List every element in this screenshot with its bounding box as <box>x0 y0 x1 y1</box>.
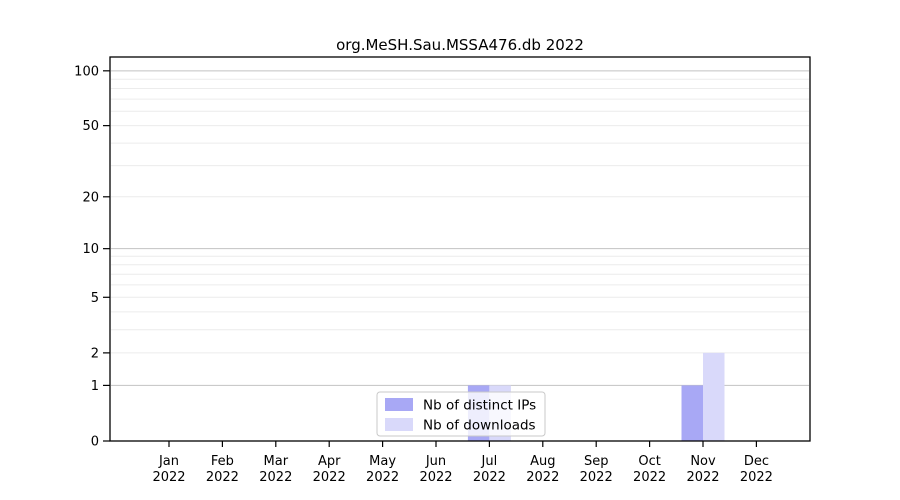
legend-swatch-nb-of-distinct-ips <box>385 398 413 411</box>
y-tick-label: 100 <box>74 64 99 79</box>
x-tick-label-month: May <box>369 454 396 469</box>
x-tick-label-month: Oct <box>638 454 660 469</box>
x-tick-label-month: Jul <box>481 454 498 469</box>
x-tick-label-month: Apr <box>318 454 341 469</box>
chart-title: org.MeSH.Sau.MSSA476.db 2022 <box>336 36 584 54</box>
x-tick-label-year: 2022 <box>206 470 239 485</box>
x-tick-label-year: 2022 <box>473 470 506 485</box>
x-tick-label-year: 2022 <box>259 470 292 485</box>
legend-label-nb-of-downloads: Nb of downloads <box>423 418 536 434</box>
x-tick-label-year: 2022 <box>740 470 773 485</box>
x-tick-label-month: Nov <box>690 454 716 469</box>
y-tick-label: 0 <box>91 435 99 450</box>
x-tick-label-month: Jan <box>158 454 179 469</box>
x-tick-label-month: Aug <box>530 454 555 469</box>
x-tick-label-year: 2022 <box>366 470 399 485</box>
x-tick-label-year: 2022 <box>152 470 185 485</box>
y-tick-label: 10 <box>82 242 99 257</box>
x-tick-label-month: Feb <box>211 454 234 469</box>
y-tick-label: 5 <box>91 291 99 306</box>
x-tick-label-year: 2022 <box>313 470 346 485</box>
x-tick-label-year: 2022 <box>633 470 666 485</box>
bar-nb-of-downloads-nov-2022 <box>703 352 725 441</box>
x-tick-label-month: Mar <box>264 454 289 469</box>
x-tick-label-year: 2022 <box>580 470 613 485</box>
y-tick-label: 2 <box>91 346 99 361</box>
x-tick-label-year: 2022 <box>526 470 559 485</box>
legend-label-nb-of-distinct-ips: Nb of distinct IPs <box>423 398 536 414</box>
legend-box <box>376 391 546 437</box>
legend-swatch-nb-of-downloads <box>385 418 413 431</box>
y-tick-label: 20 <box>82 190 99 205</box>
bar-nb-of-distinct-ips-nov-2022 <box>681 385 703 441</box>
x-tick-label-year: 2022 <box>686 470 719 485</box>
x-tick-label-month: Jun <box>425 454 446 469</box>
x-tick-label-month: Sep <box>584 454 609 469</box>
x-tick-label-month: Dec <box>744 454 769 469</box>
y-tick-label: 50 <box>82 119 99 134</box>
x-tick-label-year: 2022 <box>419 470 452 485</box>
y-tick-label: 1 <box>91 379 99 394</box>
